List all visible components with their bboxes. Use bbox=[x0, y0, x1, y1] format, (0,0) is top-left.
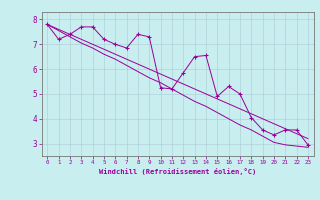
X-axis label: Windchill (Refroidissement éolien,°C): Windchill (Refroidissement éolien,°C) bbox=[99, 168, 256, 175]
